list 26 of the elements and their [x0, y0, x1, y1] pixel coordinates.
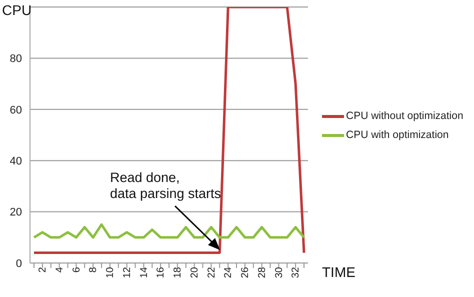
y-tick-label: 60: [10, 104, 22, 116]
legend-label: CPU with optimization: [346, 128, 449, 143]
annotation: Read done, data parsing starts: [110, 170, 222, 202]
x-tick-label: 22: [206, 266, 218, 278]
x-tick-label: 8: [88, 266, 100, 273]
y-tick-label: 0: [16, 258, 22, 270]
y-tick-label: 80: [10, 53, 22, 66]
x-tick-label: 26: [240, 266, 252, 278]
x-tick-label: 12: [122, 266, 133, 278]
legend-label: CPU without optimization: [346, 109, 464, 124]
x-tick-label: 2: [38, 266, 49, 273]
x-tick-label: 32: [290, 266, 302, 278]
x-tick-label: 4: [54, 266, 66, 273]
x-tick-label: 14: [138, 266, 150, 278]
x-tick-label: 20: [189, 266, 200, 278]
x-tick-label: 16: [156, 266, 167, 278]
y-axis-title: CPU: [2, 2, 32, 18]
x-tick-label: 30: [274, 266, 285, 278]
x-tick-label: 24: [223, 266, 234, 278]
x-axis-title: TIME: [322, 264, 356, 280]
x-tick-label: 10: [105, 266, 116, 278]
x-tick-label: 18: [172, 266, 184, 278]
x-tick-label: 28: [256, 266, 268, 278]
y-tick-label: 40: [10, 156, 22, 168]
y-tick-label: 20: [10, 206, 22, 219]
x-tick-label: 6: [71, 266, 82, 273]
